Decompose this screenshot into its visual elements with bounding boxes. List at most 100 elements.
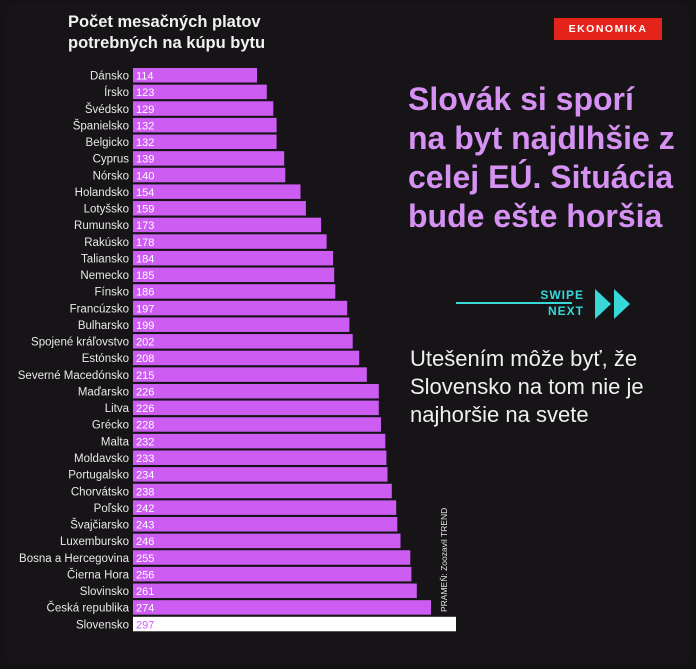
bar (133, 184, 301, 199)
value-label: 178 (136, 237, 154, 249)
value-label: 234 (136, 470, 154, 482)
bar (133, 217, 322, 233)
category-label: Portugalsko (68, 470, 129, 482)
value-label: 256 (136, 569, 154, 581)
value-label: 226 (136, 403, 154, 415)
category-label: Čierna Hora (67, 568, 130, 581)
swipe-line (456, 302, 572, 304)
bar (133, 167, 286, 183)
bar-row: Slovinsko 261 (80, 583, 417, 599)
bar (133, 134, 277, 150)
bar (133, 566, 412, 582)
next-label: NEXT (547, 304, 584, 318)
bar-row: Chorvátsko 238 (71, 483, 392, 499)
bar (133, 467, 388, 482)
bar-row: Bosna a Hercegovina 255 (19, 550, 411, 565)
category-label: Holandsko (75, 187, 129, 199)
category-label: Nemecko (80, 270, 129, 282)
bar (133, 250, 334, 266)
bar-row: Fínsko 186 (94, 284, 336, 299)
category-label: Estónsko (82, 353, 129, 365)
category-label: Taliansko (81, 253, 129, 265)
bar (133, 151, 285, 166)
category-label: Grécko (92, 420, 129, 432)
category-label: Česká republika (47, 602, 130, 615)
category-label: Lotyšsko (84, 204, 129, 216)
bar-row: Čierna Hora 256 (67, 566, 412, 582)
bar (133, 68, 257, 83)
bar-row: Slovensko 297 (76, 616, 456, 632)
headline: Slovák si sporí na byt najdlhšie z celej… (408, 81, 675, 234)
bar-row: Taliansko 184 (81, 250, 334, 266)
bar-row: Poľsko 242 (94, 500, 397, 515)
value-label: 197 (136, 303, 154, 315)
bar-row: Francúzsko 197 (70, 300, 348, 316)
bar (133, 383, 379, 399)
bar-row: Španielsko 132 (73, 117, 277, 133)
bar-row: Cyprus 139 (93, 151, 285, 166)
category-label: Švajčiarsko (70, 519, 129, 532)
bar (133, 201, 306, 216)
bar-row: Portugalsko 234 (68, 467, 388, 482)
bar (133, 533, 401, 549)
value-label: 243 (136, 520, 154, 532)
category-label: Poľsko (94, 503, 129, 515)
value-label: 123 (136, 87, 154, 99)
value-label: 154 (136, 187, 154, 199)
bar (133, 550, 411, 565)
brand-badge[interactable]: EKONOMIKA (554, 18, 662, 40)
bar-row: Nemecko 185 (80, 267, 335, 283)
value-label: 140 (136, 170, 154, 182)
value-label: 261 (136, 586, 154, 598)
value-label: 226 (136, 386, 154, 398)
category-label: Cyprus (93, 154, 130, 166)
category-label: Litva (105, 403, 130, 415)
swipe-next-button[interactable]: SWIPE NEXT (530, 287, 584, 319)
value-label: 184 (136, 253, 154, 265)
bar-row: Nórsko 140 (93, 167, 286, 183)
bar-row: Lotyšsko 159 (84, 201, 306, 216)
bar-row: Malta 232 (101, 433, 386, 449)
bar-row: Holandsko 154 (75, 184, 301, 199)
bar-row: Spojené kráľovstvo 202 (31, 334, 353, 349)
category-label: Malta (101, 436, 130, 448)
value-label: 232 (136, 436, 154, 448)
category-label: Francúzsko (70, 303, 129, 315)
category-label: Španielsko (73, 119, 129, 132)
category-label: Chorvátsko (71, 486, 129, 498)
category-label: Bulharsko (78, 320, 129, 332)
subheadline: Utešením môže byť, že Slovensko na tom n… (410, 346, 644, 427)
category-label: Luxembursko (60, 536, 129, 548)
bar-row: Moldavsko 233 (74, 450, 387, 465)
value-label: 186 (136, 287, 154, 299)
bar (133, 350, 360, 366)
bar (133, 450, 387, 465)
bar (133, 417, 381, 432)
category-label: Nórsko (93, 170, 129, 182)
value-label: 233 (136, 453, 154, 465)
bar-row: Dánsko 114 (90, 68, 257, 83)
value-label: 208 (136, 353, 154, 365)
bar-row: Írsko 123 (104, 84, 267, 100)
category-label: Spojené kráľovstvo (31, 337, 129, 349)
value-label: 228 (136, 420, 154, 432)
bar-row: Rumunsko 173 (74, 217, 322, 233)
category-label: Slovinsko (80, 586, 129, 598)
value-label: 129 (136, 104, 154, 116)
swipe-label: SWIPE (540, 288, 584, 302)
bar-row: Luxembursko 246 (60, 533, 401, 549)
bar (133, 517, 398, 532)
bar-row: Litva 226 (105, 400, 379, 416)
value-label: 185 (136, 270, 154, 282)
bar-row: Grécko 228 (92, 417, 381, 432)
value-label: 202 (136, 337, 154, 349)
double-chevron-right-icon[interactable] (593, 288, 637, 320)
category-label: Dánsko (90, 71, 129, 83)
bar (133, 583, 417, 599)
category-label: Fínsko (94, 287, 129, 299)
value-label: 139 (136, 154, 154, 166)
bar-highlight (133, 616, 456, 632)
bar (133, 317, 350, 332)
value-label: 173 (136, 220, 154, 232)
